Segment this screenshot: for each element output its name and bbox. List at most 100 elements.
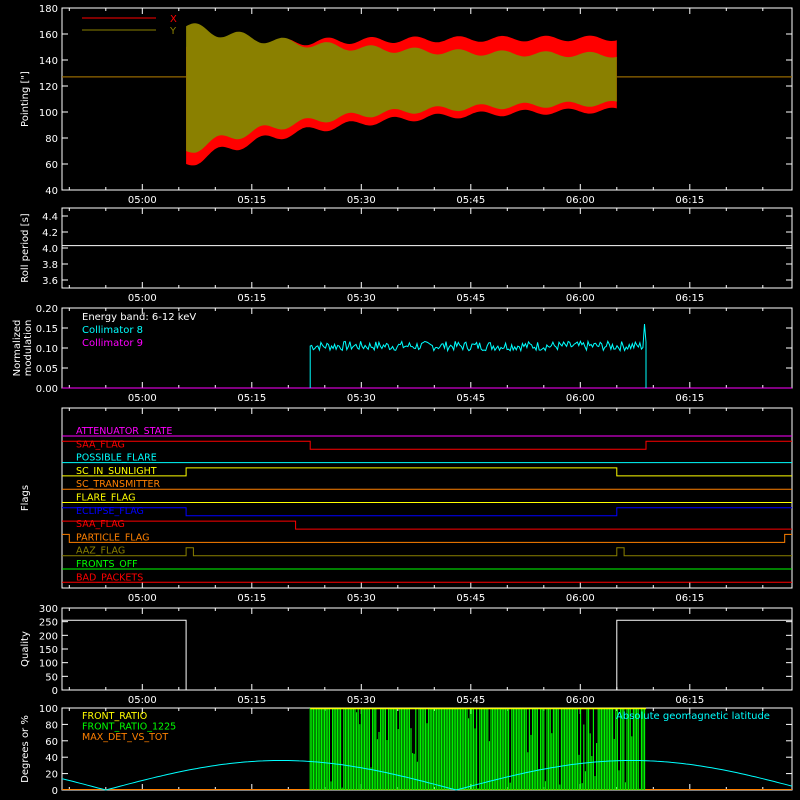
y-tick-label: 80 bbox=[45, 134, 58, 145]
flag-label: SAA_FLAG bbox=[76, 439, 125, 450]
collimator-8-line bbox=[309, 323, 647, 388]
panel-pointing: 40 60 80 100 120 140 160 180 XY Pointing ["] 05:00… bbox=[20, 4, 793, 206]
y-tick-label: 150 bbox=[39, 645, 58, 656]
x-tick-label: 06:00 bbox=[566, 393, 595, 404]
flag-line bbox=[62, 533, 792, 543]
geomagnetic-latitude-line bbox=[61, 760, 793, 791]
y-tick-label: 60 bbox=[45, 160, 58, 171]
x-tick-label: 05:15 bbox=[237, 593, 266, 604]
y-tick-label: 0.20 bbox=[36, 304, 58, 315]
x-tick-label: 05:45 bbox=[456, 195, 485, 206]
flag-label: FLARE_FLAG bbox=[76, 493, 136, 504]
series-y bbox=[62, 23, 792, 153]
flag-label: AAZ_FLAG bbox=[76, 546, 125, 557]
panel-roll: 3.6 3.8 4.0 4.2 4.4 Roll period [s] 05:00 05:15… bbox=[20, 207, 793, 304]
flag-line bbox=[62, 547, 792, 557]
energy-band-label: Energy band: 6-12 keV bbox=[82, 312, 196, 323]
x-tick-label: 05:00 bbox=[128, 393, 157, 404]
x-tick-label: 05:00 bbox=[128, 593, 157, 604]
y-tick-label: 200 bbox=[39, 631, 58, 642]
y-tick-label: 0.10 bbox=[36, 344, 58, 355]
y-axis-label: Pointing ["] bbox=[20, 71, 31, 127]
panel-modulation: 0.00 0.05 0.10 0.15 0.20 Energy band: 6-12 ke… bbox=[12, 304, 793, 404]
x-tick-label: 05:45 bbox=[456, 393, 485, 404]
y-tick-label: 0.00 bbox=[36, 384, 58, 395]
x-tick-label: 06:15 bbox=[675, 695, 704, 706]
y-tick-label: 3.6 bbox=[42, 276, 58, 287]
x-tick-label: 06:00 bbox=[566, 195, 595, 206]
legend-label: Y bbox=[169, 26, 177, 37]
x-tick-label: 05:30 bbox=[347, 593, 376, 604]
flag-fronts_off: FRONTS_OFF bbox=[62, 559, 792, 570]
y-axis-label: Quality bbox=[20, 631, 31, 667]
y-axis-label: Degrees or % bbox=[20, 715, 31, 783]
flag-label: ATTENUATOR_STATE bbox=[76, 426, 172, 437]
flag-label: PARTICLE_FLAG bbox=[76, 532, 149, 543]
y-tick-label: 0.15 bbox=[36, 324, 58, 335]
y-tick-label: 120 bbox=[39, 82, 58, 93]
y-tick-label: 0 bbox=[52, 786, 58, 797]
x-tick-label: 06:15 bbox=[675, 593, 704, 604]
y-tick-label: 100 bbox=[39, 704, 58, 715]
flag-line bbox=[62, 467, 792, 477]
y-tick-label: 250 bbox=[39, 618, 58, 629]
flag-aaz_flag: AAZ_FLAG bbox=[62, 546, 792, 557]
flag-label: BAD_PACKETS bbox=[76, 572, 143, 583]
flag-possible_flare: POSSIBLE_FLARE bbox=[62, 453, 792, 464]
y-tick-label: 40 bbox=[45, 753, 58, 764]
flag-sc_in_sunlight: SC_IN_SUNLIGHT bbox=[62, 466, 792, 477]
flag-label: FRONTS_OFF bbox=[76, 559, 138, 570]
x-tick-label: 05:30 bbox=[347, 195, 376, 206]
panel-frame bbox=[61, 7, 793, 191]
y-tick-label: 0.05 bbox=[36, 364, 58, 375]
flag-label: ECLIPSE_FLAG bbox=[76, 506, 144, 517]
y-tick-label: 60 bbox=[45, 737, 58, 748]
flag-saa_flag: SAA_FLAG bbox=[62, 439, 792, 450]
x-tick-label: 05:30 bbox=[347, 393, 376, 404]
x-tick-label: 05:45 bbox=[456, 593, 485, 604]
panel-frame bbox=[61, 407, 793, 589]
flag-line bbox=[62, 507, 792, 517]
legend-label: Collimator 9 bbox=[82, 338, 143, 349]
latitude-annotation: Absolute geomagnetic latitude bbox=[616, 711, 770, 722]
y-axis-label-line: Normalized bbox=[12, 320, 23, 377]
flag-label: SC_TRANSMITTER bbox=[76, 479, 161, 490]
y-tick-label: 80 bbox=[45, 720, 58, 731]
y-tick-label: 100 bbox=[39, 659, 58, 670]
flag-sc_transmitter: SC_TRANSMITTER bbox=[62, 479, 792, 490]
x-tick-label: 05:15 bbox=[237, 695, 266, 706]
flag-label: SAA_FLAG bbox=[76, 519, 125, 530]
y-tick-label: 140 bbox=[39, 56, 58, 67]
x-tick-label: 05:15 bbox=[237, 195, 266, 206]
legend-label: X bbox=[170, 14, 177, 25]
flag-flare_flag: FLARE_FLAG bbox=[62, 493, 792, 504]
y-tick-label: 300 bbox=[39, 604, 58, 615]
flag-line bbox=[62, 520, 792, 530]
y-axis-label: Roll period [s] bbox=[20, 213, 31, 282]
x-tick-label: 05:45 bbox=[456, 695, 485, 706]
legend-label: Collimator 8 bbox=[82, 325, 143, 336]
x-tick-label: 06:00 bbox=[566, 695, 595, 706]
flag-eclipse_flag: ECLIPSE_FLAG bbox=[62, 506, 792, 517]
y-tick-label: 4.0 bbox=[42, 244, 58, 255]
y-tick-label: 4.4 bbox=[42, 212, 58, 223]
panel-ratios: 0 20 40 60 80 100 FRONT_RATIOFRONT_RATIO_1225M… bbox=[20, 704, 793, 797]
x-tick-label: 05:00 bbox=[128, 695, 157, 706]
x-tick-label: 05:15 bbox=[237, 293, 266, 304]
legend-label: MAX_DET_VS_TOT bbox=[82, 732, 168, 743]
x-tick-label: 06:15 bbox=[675, 393, 704, 404]
x-tick-label: 06:00 bbox=[566, 593, 595, 604]
y-tick-label: 160 bbox=[39, 30, 58, 41]
y-tick-label: 4.2 bbox=[42, 228, 58, 239]
x-tick-label: 06:15 bbox=[675, 195, 704, 206]
y-tick-label: 20 bbox=[45, 770, 58, 781]
quality-line bbox=[62, 619, 792, 691]
legend-label: FRONT_RATIO bbox=[82, 711, 147, 722]
plot-layers: 40 60 80 100 120 140 160 180 XY Pointing ["] 05:00… bbox=[12, 4, 793, 797]
x-tick-label: 05:00 bbox=[128, 195, 157, 206]
x-tick-label: 05:00 bbox=[128, 293, 157, 304]
flag-attenuator_state: ATTENUATOR_STATE bbox=[62, 426, 792, 437]
panel-flags: ATTENUATOR_STATE SAA_FLAG POSSIBLE_FLARE SC… bbox=[20, 407, 793, 604]
x-tick-label: 05:45 bbox=[456, 293, 485, 304]
